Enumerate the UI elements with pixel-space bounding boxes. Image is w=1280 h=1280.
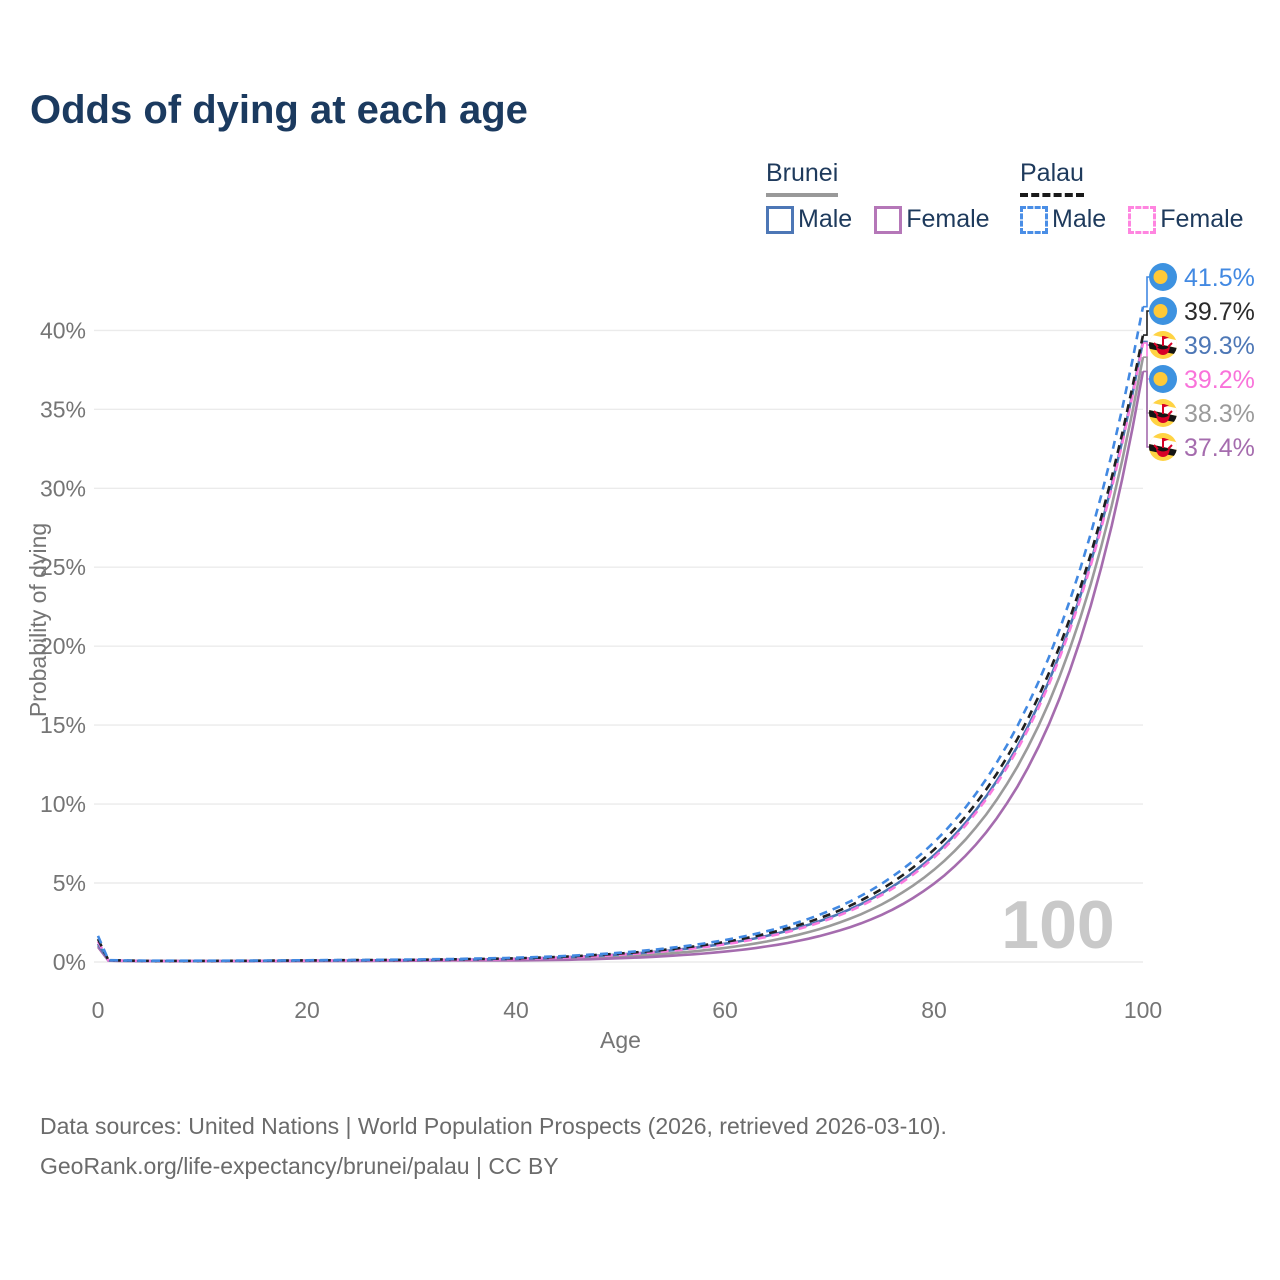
series-line-brunei-male: [96, 341, 1145, 963]
crest-hands: [1153, 410, 1173, 416]
crest-hands: [1153, 444, 1173, 450]
y-tick-label: 25%: [40, 554, 86, 580]
palau-female-swatch-icon: [1128, 205, 1157, 234]
brunei-black-stripe: [1149, 443, 1177, 457]
y-tick-label: 15%: [40, 712, 86, 738]
palau-flag-icon: [1149, 297, 1177, 325]
legend-country-palau: Palau: [1020, 159, 1084, 197]
end-label-palau-female: 39.2%: [1184, 366, 1255, 394]
crest-crescent: [1156, 346, 1170, 355]
crest-pennant: [1164, 404, 1169, 408]
end-label-palau: 39.7%: [1184, 298, 1255, 326]
brunei-crest: [1153, 438, 1173, 457]
crest-mast: [1162, 336, 1164, 346]
legend-item-label: Female: [1160, 205, 1244, 233]
brunei-black-stripe: [1149, 409, 1177, 423]
end-label-connector: [1143, 370, 1149, 448]
crest-mast: [1162, 438, 1164, 448]
brunei-flag-icon: [1149, 331, 1177, 359]
page-title: Odds of dying at each age: [30, 88, 528, 132]
end-label-connector: [1143, 356, 1149, 414]
y-tick-label: 20%: [40, 633, 86, 659]
y-axis-title: Probability of dying: [25, 523, 51, 717]
end-label-brunei: 38.3%: [1184, 400, 1255, 428]
palau-flag-moon: [1153, 372, 1168, 386]
brunei-flag-icon: [1149, 433, 1177, 461]
footer-data-sources: Data sources: United Nations | World Pop…: [40, 1113, 947, 1139]
crest-crescent: [1156, 414, 1170, 423]
brunei-black-stripe: [1149, 341, 1177, 355]
legend-items-palau: Male Female: [1020, 205, 1244, 234]
legend-item-label: Female: [906, 205, 990, 233]
crest-pennant: [1164, 336, 1169, 340]
series-line-brunei: [96, 356, 1145, 963]
legend-item-label: Male: [798, 205, 853, 233]
legend-item-palau-male[interactable]: Male: [1020, 205, 1107, 234]
end-label-connector: [1143, 276, 1149, 308]
y-tick-label: 30%: [40, 475, 86, 501]
palau-male-swatch-icon: [1020, 205, 1048, 234]
palau-flag-moon: [1153, 270, 1168, 284]
brunei-crest: [1153, 336, 1173, 355]
legend-item-label: Male: [1052, 205, 1107, 233]
brunei-crest: [1153, 404, 1173, 423]
crest-mast: [1162, 404, 1164, 414]
y-tick-label: 35%: [40, 396, 86, 422]
x-tick-label: 40: [503, 997, 529, 1023]
legend-item-brunei-male[interactable]: Male: [766, 205, 853, 234]
y-tick-label: 5%: [53, 870, 86, 896]
legend-item-brunei-female[interactable]: Female: [874, 205, 990, 234]
series-line-brunei-female: [96, 371, 1145, 963]
end-label-palau-male: 41.5%: [1184, 264, 1255, 292]
y-tick-label: 0%: [53, 949, 86, 975]
y-tick-label: 40%: [40, 317, 86, 343]
brunei-male-swatch-icon: [766, 205, 794, 234]
crest-pennant: [1164, 438, 1169, 442]
x-tick-label: 80: [921, 997, 947, 1023]
footer: Data sources: United Nations | World Pop…: [40, 1106, 947, 1187]
series-line-palau: [96, 334, 1145, 963]
palau-flag-icon: [1149, 365, 1177, 393]
footer-attribution: GeoRank.org/life-expectancy/brunei/palau…: [40, 1153, 559, 1180]
crest-hands: [1153, 342, 1173, 348]
x-tick-label: 20: [294, 997, 320, 1023]
legend-group-palau: Palau Male Female: [1020, 159, 1244, 234]
brunei-flag-icon: [1149, 399, 1177, 427]
x-axis-title: Age: [600, 1027, 641, 1053]
legend-group-brunei: Brunei Male Female: [766, 159, 990, 234]
legend-country-brunei: Brunei: [766, 159, 839, 197]
watermark-age-100: 100: [1001, 887, 1114, 963]
y-tick-label: 10%: [40, 791, 86, 817]
end-label-brunei-male: 39.3%: [1184, 332, 1255, 360]
x-tick-label: 100: [1124, 997, 1162, 1023]
end-label-brunei-female: 37.4%: [1184, 434, 1255, 462]
palau-flag-icon: [1149, 263, 1177, 291]
legend-item-palau-female[interactable]: Female: [1128, 205, 1244, 234]
x-tick-label: 0: [92, 997, 105, 1023]
brunei-female-swatch-icon: [874, 205, 903, 234]
crest-crescent: [1156, 448, 1170, 457]
series-line-palau-male: [96, 306, 1145, 962]
series-line-palau-female: [96, 342, 1145, 963]
x-tick-label: 60: [712, 997, 738, 1023]
end-label-connector: [1143, 310, 1149, 336]
legend-items-brunei: Male Female: [766, 205, 990, 234]
palau-flag-moon: [1153, 304, 1168, 318]
